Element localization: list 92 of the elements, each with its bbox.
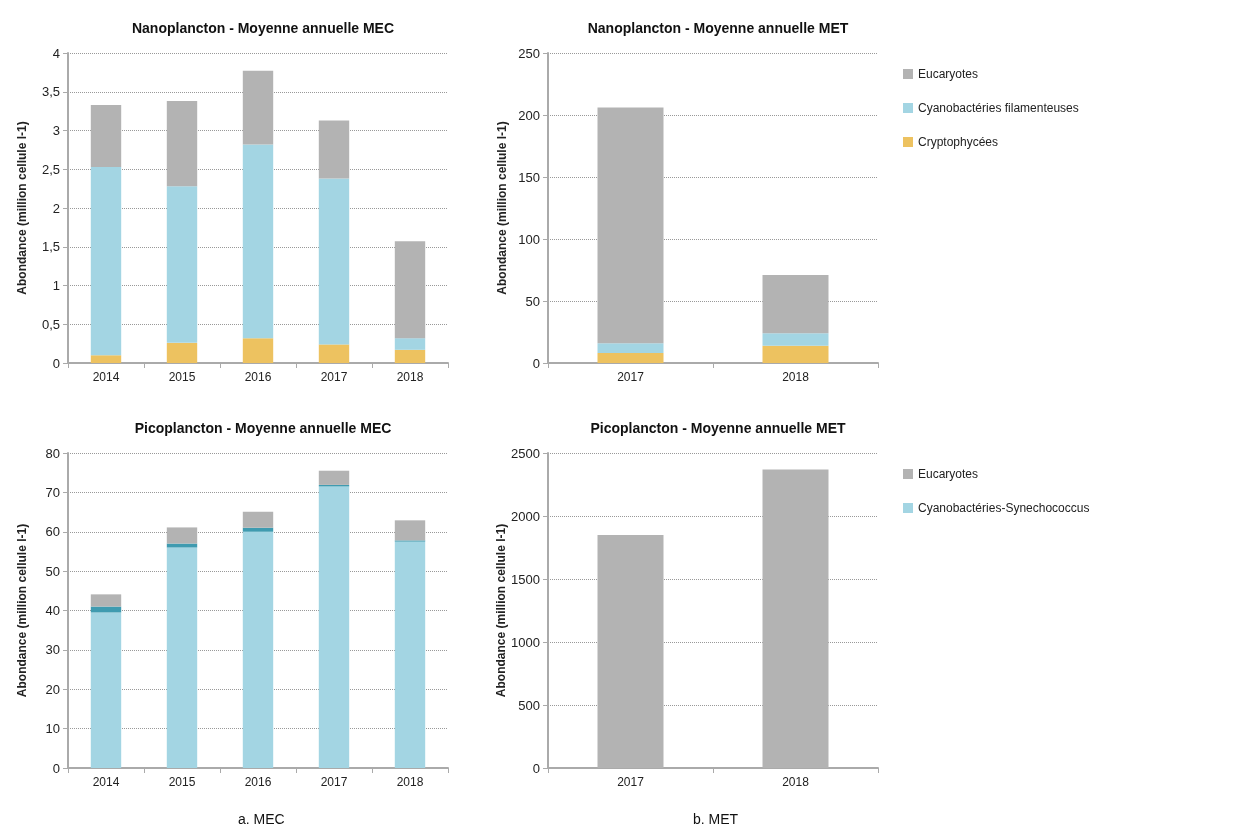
bar [90, 166, 122, 356]
bar [597, 343, 664, 354]
y-axis-title: Abondance (million cellule l-1) [495, 121, 509, 295]
y-axis-title: Abondance (million cellule l-1) [15, 523, 29, 698]
bar [597, 107, 664, 344]
y-tick-label: 0 [532, 760, 540, 776]
bar [394, 241, 426, 339]
x-tick-label: 2016 [244, 370, 272, 384]
bar [762, 274, 829, 334]
x-tick-label: 2018 [782, 370, 810, 384]
bar [318, 344, 350, 363]
y-tick-label: 2,5 [41, 161, 60, 177]
bar [90, 594, 122, 607]
y-tick-label: 1 [52, 278, 60, 293]
y-tick-label: 100 [518, 231, 540, 247]
y-tick-label: 1500 [511, 571, 540, 587]
y-tick-label: 10 [45, 721, 60, 737]
text: a. MEC [238, 811, 285, 825]
legend-label: Eucaryotes [918, 467, 979, 481]
bar [318, 120, 350, 179]
y-tick-label: 0 [52, 355, 60, 371]
y-tick-label: 1,5 [41, 239, 60, 255]
y-tick-label: 0,5 [41, 316, 60, 332]
legend-label: Cyanobactéries filamenteuses [918, 101, 1079, 115]
chart-title: Picoplancton - Moyenne annuelle MEC [134, 420, 392, 436]
y-tick-label: 80 [45, 445, 60, 461]
y-tick-label: 30 [45, 642, 60, 658]
y-tick-label: 200 [518, 107, 540, 123]
x-tick-label: 2017 [617, 775, 645, 789]
y-tick-label: 70 [45, 484, 60, 500]
y-tick-label: 3 [52, 123, 60, 138]
bar [318, 486, 350, 768]
x-tick-label: 2018 [782, 775, 810, 789]
bar [762, 345, 829, 363]
x-tick-label: 2015 [168, 370, 196, 384]
bar [242, 338, 274, 363]
y-axis-title: Abondance (million cellule l-1) [494, 523, 509, 698]
y-tick-label: 20 [45, 681, 60, 697]
x-tick-label: 2018 [396, 370, 424, 384]
bar [242, 531, 274, 768]
bar [166, 342, 198, 363]
y-tick-label: 250 [518, 45, 540, 61]
bar [166, 547, 198, 768]
y-tick-label: 0 [52, 760, 60, 776]
x-tick-label: 2016 [244, 775, 272, 789]
bar [166, 186, 198, 343]
bar [318, 178, 350, 345]
y-tick-label: 150 [518, 169, 540, 185]
bar [242, 511, 274, 528]
y-tick-label: 60 [45, 524, 60, 540]
chart-title: Nanoplancton - Moyenne annuelle MEC [131, 20, 395, 36]
y-tick-label: 50 [525, 293, 540, 309]
y-tick-label: 500 [518, 697, 540, 713]
bar [242, 527, 274, 532]
y-tick-label: 50 [45, 563, 60, 579]
y-tick-label: 2 [52, 200, 60, 216]
x-tick-label: 2017 [617, 370, 645, 384]
x-tick-label: 2017 [320, 775, 348, 789]
bar [166, 527, 198, 544]
y-tick-label: 4 [52, 45, 60, 61]
legend-label: Cryptophycées [918, 135, 999, 149]
bar [394, 541, 426, 768]
bar [242, 70, 274, 145]
y-tick-label: 40 [45, 603, 60, 618]
bar [90, 355, 122, 363]
bar [242, 144, 274, 339]
bar [90, 612, 122, 768]
x-tick-label: 2014 [92, 775, 120, 789]
bar [166, 543, 198, 548]
text: b. MET [693, 811, 739, 825]
y-tick-label: 2000 [511, 508, 540, 524]
y-tick-label: 0 [532, 355, 540, 371]
bar [394, 349, 426, 363]
bar [762, 333, 829, 346]
chart-title: Nanoplancton - Moyenne annuelle MET [587, 20, 849, 36]
y-tick-label: 1000 [511, 634, 540, 650]
y-axis-title: Abondance (million cellule l-1) [15, 121, 29, 295]
bar [166, 101, 198, 187]
bar [394, 520, 426, 541]
legend-label: Cyanobactéries-Synechococcus [918, 501, 1090, 515]
x-tick-label: 2015 [168, 775, 196, 789]
chart-title: Picoplancton - Moyenne annuelle MET [590, 420, 847, 436]
bar [318, 470, 350, 485]
legend-label: Eucaryotes [918, 67, 979, 81]
x-tick-label: 2017 [320, 370, 348, 384]
bar [90, 104, 122, 167]
bar [394, 338, 426, 350]
bar [597, 353, 664, 363]
y-tick-label: 3,5 [41, 84, 60, 100]
y-tick-label: 2500 [511, 445, 540, 461]
x-tick-label: 2018 [396, 775, 424, 789]
x-tick-label: 2014 [92, 370, 120, 384]
